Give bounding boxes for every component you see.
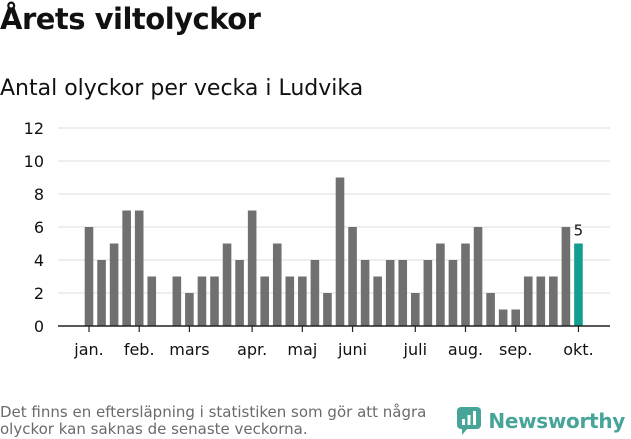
bar (473, 227, 483, 326)
bar (436, 243, 445, 326)
x-tick-label: maj (287, 340, 317, 359)
y-tick-label: 10 (24, 152, 44, 171)
bar (272, 243, 282, 326)
x-tick-label: okt. (563, 340, 593, 359)
newsworthy-logo: Newsworthy (456, 406, 625, 436)
bar (260, 276, 269, 326)
chart-title: Årets viltolyckor (0, 2, 261, 36)
data-label: 5 (574, 222, 584, 240)
chart-subtitle: Antal olyckor per vecka i Ludvika (0, 76, 364, 101)
brand-name: Newsworthy (488, 409, 625, 433)
bar (335, 177, 345, 326)
x-tick-label: juni (337, 340, 367, 359)
bar (285, 276, 295, 326)
bar (97, 260, 106, 326)
x-tick-label: aug. (448, 340, 483, 359)
bar (109, 243, 119, 326)
bar (511, 309, 520, 326)
bar (561, 227, 571, 326)
y-tick-label: 0 (34, 317, 44, 336)
x-tick-label: jan. (73, 340, 103, 359)
bar (461, 243, 470, 326)
bar-chart: 0 2 4 6 8 10 12 5 jan. feb. mars apr. maj juni juli aug… (24, 119, 610, 359)
bar (247, 210, 257, 326)
bar (147, 276, 157, 326)
bar (549, 276, 558, 326)
bar (122, 210, 131, 326)
y-tick-label: 12 (24, 119, 44, 138)
newsworthy-logo-icon (457, 407, 482, 435)
bar (411, 293, 420, 326)
x-tick-label: apr. (237, 340, 267, 359)
bar (423, 260, 433, 326)
x-tick-label: juli (403, 340, 427, 359)
bar (310, 260, 320, 326)
bar (235, 260, 244, 326)
bar (210, 276, 219, 326)
bar (360, 260, 370, 326)
bar (323, 293, 332, 326)
bar (134, 210, 144, 326)
y-tick-label: 8 (34, 185, 44, 204)
bar-highlight (574, 243, 583, 326)
bar (398, 260, 408, 326)
x-tick-label: feb. (124, 340, 155, 359)
bar (373, 276, 382, 326)
bar (172, 276, 182, 326)
bar (448, 260, 458, 326)
bar (486, 293, 495, 326)
footnote: Det finns en eftersläpning i statistiken… (0, 403, 427, 438)
bar (536, 276, 546, 326)
bar (185, 293, 194, 326)
bar (84, 227, 94, 326)
bar (348, 227, 357, 326)
bar (498, 309, 508, 326)
bar (385, 260, 395, 326)
x-tick-label: sep. (499, 340, 532, 359)
y-tick-label: 4 (34, 251, 44, 270)
x-tick-label: mars (169, 340, 209, 359)
bar (197, 276, 207, 326)
bar (523, 276, 533, 326)
y-tick-label: 6 (34, 218, 44, 237)
y-tick-label: 2 (34, 284, 44, 303)
bar (298, 276, 307, 326)
bar (222, 243, 232, 326)
